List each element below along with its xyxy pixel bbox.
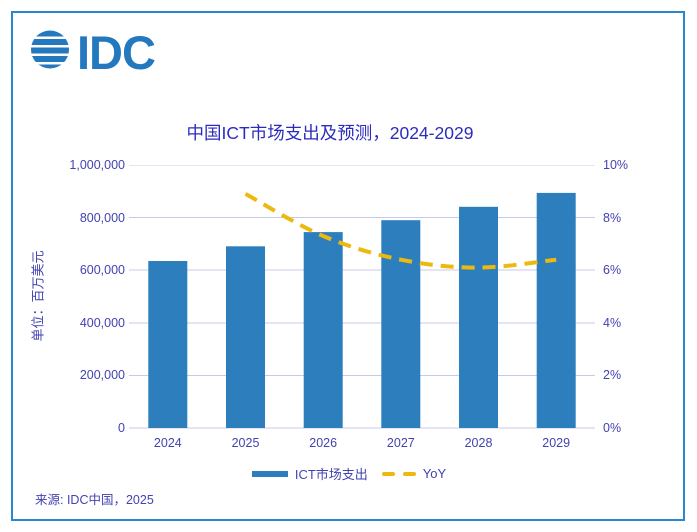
left-axis-tick-label: 1,000,000	[69, 158, 125, 172]
left-axis-tick-label: 400,000	[79, 315, 125, 330]
x-axis-tick-label: 2027	[386, 436, 415, 450]
yoy-line	[244, 192, 557, 270]
dashed-line-swatch-icon	[381, 471, 416, 476]
left-axis-tick-label: 600,000	[79, 263, 125, 278]
right-axis-tick-label: 2%	[603, 368, 622, 383]
bar-2029	[536, 192, 576, 428]
right-axis-tick-label: 8%	[603, 210, 622, 225]
bar-2027	[381, 220, 421, 428]
right-axis-tick-label: 4%	[603, 315, 622, 330]
x-axis-tick-label: 2026	[309, 436, 338, 450]
left-axis-tick-label: 800,000	[79, 210, 125, 225]
legend-label: YoY	[422, 466, 447, 481]
right-axis-tick-label: 0%	[603, 421, 622, 435]
bar-2026	[303, 232, 343, 428]
legend-item-yoy: YoY	[381, 466, 447, 481]
idc-logo: IDC	[30, 25, 156, 79]
bar-2028	[459, 206, 498, 428]
left-axis-tick-label: 200,000	[79, 368, 125, 383]
source-note: 来源: IDC中国，2025	[35, 493, 154, 507]
left-axis-tick-label: 0	[118, 421, 125, 435]
legend-label: ICT市场支出	[294, 467, 368, 482]
x-axis-tick-label: 2025	[231, 436, 260, 450]
x-axis-tick-label: 2028	[464, 436, 493, 450]
x-axis-tick-label: 2029	[542, 436, 571, 450]
chart-title: 中国ICT市场支出及预测，2024-2029	[186, 123, 474, 143]
bar-series-swatch-icon	[251, 470, 288, 477]
legend-item-ict-spending: ICT市场支出	[251, 464, 368, 483]
left-axis-title: 单位：百万美元	[30, 250, 46, 342]
right-axis-tick-label: 6%	[603, 263, 622, 278]
idc-globe-icon	[30, 26, 74, 78]
right-axis-tick-label: 10%	[603, 158, 629, 172]
chart-legend: ICT市场支出 YoY	[19, 464, 679, 483]
x-axis-tick-label: 2024	[153, 436, 182, 450]
idc-logo-text: IDC	[77, 25, 156, 79]
plot-area	[129, 165, 595, 429]
bar-2025	[226, 246, 265, 428]
bar-2024	[148, 261, 188, 428]
